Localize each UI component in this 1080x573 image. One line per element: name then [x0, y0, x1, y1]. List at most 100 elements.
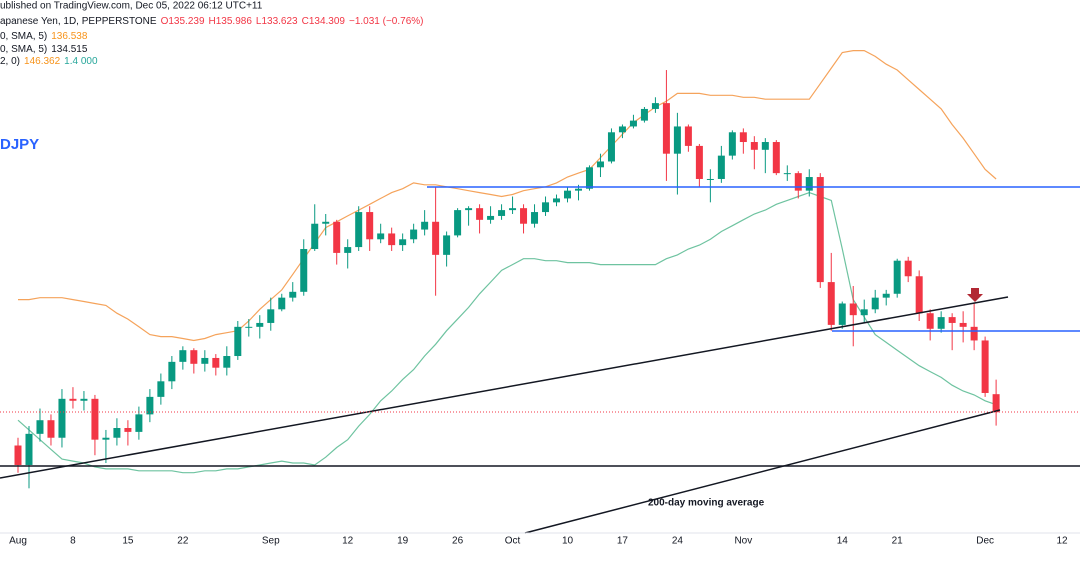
candle-body	[465, 208, 473, 211]
symbol-info: apanese Yen, 1D, PEPPERSTONE O135.239 H135…	[0, 16, 423, 27]
candle-body	[322, 221, 330, 224]
candle-body	[366, 212, 374, 240]
x-tick-label: Aug	[9, 536, 27, 547]
close-label: C134.309	[302, 16, 346, 27]
indicator-value: 146.362	[24, 56, 61, 67]
candle-body	[410, 229, 418, 240]
candle-body	[201, 357, 209, 364]
candle-body	[860, 309, 868, 316]
x-tick-label: Dec	[976, 536, 994, 547]
annotation: 200-day moving average	[648, 498, 765, 509]
candle-body	[146, 396, 154, 415]
candle-body	[849, 303, 857, 316]
candle-body	[959, 322, 967, 327]
candle-body	[695, 145, 703, 179]
candle-body	[311, 223, 319, 250]
change-label: −1.031 (−0.76%)	[349, 16, 424, 27]
candle-body	[190, 350, 198, 364]
indicator-params: 2, 0)	[0, 56, 20, 67]
candle-body	[36, 420, 44, 434]
low-label: L133.623	[256, 16, 298, 27]
candle-body	[992, 394, 1000, 413]
candle-body	[915, 276, 923, 314]
indicator-value: 1.4 000	[64, 56, 98, 67]
x-tick-label: Nov	[734, 536, 752, 547]
x-tick-label: 17	[617, 536, 629, 547]
candle-body	[618, 126, 626, 133]
drawings	[0, 186, 1080, 534]
candle-body	[399, 239, 407, 246]
candle-body	[80, 398, 88, 401]
candle-body	[882, 293, 890, 298]
candle-body	[124, 428, 132, 432]
candle-body	[256, 322, 264, 327]
candle-body	[289, 291, 297, 298]
candle-body	[662, 103, 670, 154]
band-line	[18, 50, 997, 342]
candle-body	[432, 221, 440, 255]
candle-body	[970, 326, 978, 341]
candle-body	[893, 260, 901, 294]
candle-body	[827, 282, 835, 325]
published-note: ublished on TradingView.com, Dec 05, 202…	[0, 1, 263, 12]
candle-body	[673, 126, 681, 154]
indicator-info: 0, SMA, 5) 136.538	[0, 31, 88, 42]
candle-body	[629, 120, 637, 127]
candle-body	[585, 167, 593, 189]
candle-body	[509, 208, 517, 211]
candle-body	[102, 437, 110, 440]
candle-body	[520, 208, 528, 224]
candle-body	[596, 161, 604, 168]
candle-body	[651, 103, 659, 109]
candle-body	[212, 357, 220, 368]
candle-body	[805, 177, 813, 191]
x-tick-label: 26	[452, 536, 464, 547]
candle-body	[750, 142, 758, 150]
candle-body	[223, 356, 231, 368]
candle-body	[871, 297, 879, 310]
indicator-value: 136.538	[51, 31, 88, 42]
candle-body	[355, 212, 363, 248]
candle-body	[245, 326, 253, 328]
candle-body	[377, 233, 385, 240]
indicator-value: 134.515	[51, 44, 88, 55]
candle-body	[607, 132, 615, 162]
symbol-label: DJPY	[0, 136, 39, 153]
high-label: H135.986	[209, 16, 253, 27]
x-tick-label: 22	[177, 536, 189, 547]
x-tick-label: 21	[892, 536, 904, 547]
candle-body	[564, 190, 571, 199]
candle-body	[47, 420, 55, 438]
candle-body	[542, 202, 550, 213]
candle-body	[300, 249, 308, 292]
x-tick-label: Sep	[262, 536, 280, 547]
down-arrow	[967, 288, 983, 302]
candle-body	[684, 126, 692, 146]
candle-body	[476, 208, 484, 220]
indicator-params: 0, SMA, 5)	[0, 44, 47, 55]
candle-body	[421, 221, 429, 230]
candle-body	[91, 398, 99, 440]
symbol-name: apanese Yen, 1D, PEPPERSTONE	[0, 16, 157, 27]
moving-average-line	[524, 409, 1001, 534]
candle-body	[816, 177, 824, 283]
candle-body	[640, 108, 648, 121]
indicator-info: 2, 0) 146.362 1.4 000	[0, 56, 98, 67]
band-line	[17, 191, 997, 474]
candle-body	[574, 188, 582, 191]
candle-body	[498, 210, 506, 216]
candle-body	[278, 297, 286, 310]
candle-body	[179, 350, 187, 362]
x-tick-label: 15	[122, 536, 134, 547]
candle-body	[717, 155, 725, 179]
x-tick-label: 8	[70, 536, 76, 547]
candle-body	[948, 317, 956, 323]
indicator-info: 0, SMA, 5) 134.515	[0, 44, 88, 55]
candle-body	[443, 235, 451, 255]
candle-body	[454, 210, 462, 236]
x-tick-label: 12	[342, 536, 354, 547]
trend-line	[0, 296, 1009, 479]
candle-body	[783, 173, 791, 175]
candle-body	[772, 142, 780, 174]
x-tick-label: 24	[672, 536, 684, 547]
